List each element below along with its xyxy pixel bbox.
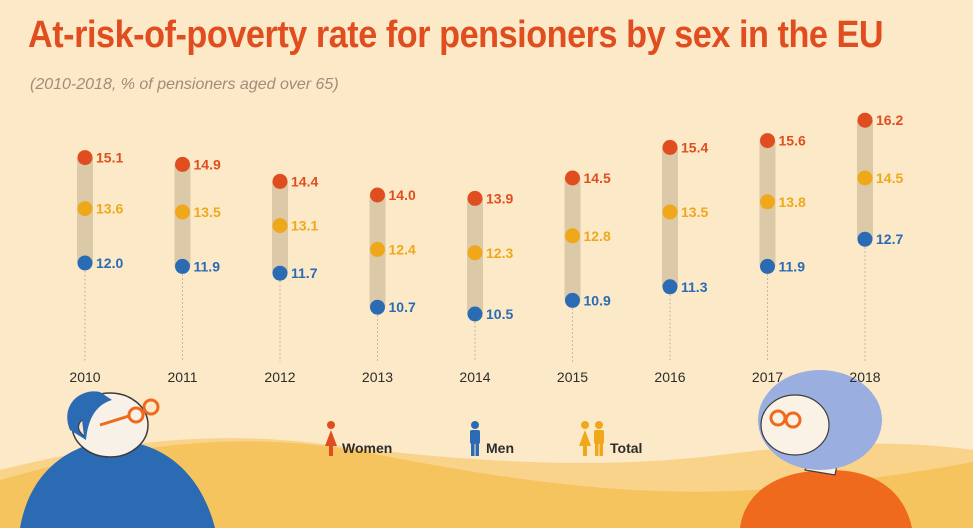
men-label-2014: 10.5 [486, 306, 513, 322]
man-shirt [20, 440, 215, 528]
men-label-2012: 11.7 [291, 265, 318, 281]
total-label-2011: 13.5 [194, 204, 221, 220]
year-label-2014: 2014 [459, 369, 490, 385]
year-label-2017: 2017 [752, 369, 783, 385]
legend-women: Women [324, 420, 392, 456]
women-label-2016: 15.4 [681, 139, 708, 155]
men-point-2018 [857, 231, 873, 247]
year-label-2012: 2012 [264, 369, 295, 385]
women-point-2011 [175, 156, 190, 172]
year-label-2011: 2011 [167, 369, 197, 385]
legend-men-label: Men [486, 440, 514, 456]
total-label-2013: 12.4 [389, 241, 416, 257]
chart-title: At-risk-of-poverty rate for pensioners b… [28, 14, 884, 56]
hills-front [0, 441, 973, 528]
men-point-2010 [77, 255, 93, 271]
chart-subtitle: (2010-2018, % of pensioners aged over 65… [30, 76, 339, 93]
total-point-2010 [77, 201, 93, 217]
women-label-2012: 14.4 [291, 173, 318, 189]
total-point-2013 [370, 241, 385, 257]
legend-total-label: Total [610, 440, 643, 456]
total-label-2014: 12.3 [486, 245, 513, 261]
men-label-2013: 10.7 [389, 299, 416, 315]
people-icon [579, 421, 604, 456]
year-label-2016: 2016 [654, 369, 685, 385]
total-label-2017: 13.8 [779, 194, 806, 210]
total-label-2018: 14.5 [876, 170, 903, 186]
women-point-2016 [662, 139, 678, 155]
men-point-2011 [175, 258, 190, 274]
man-glasses [99, 398, 160, 427]
men-label-2011: 11.9 [194, 258, 221, 274]
year-label-2010: 2010 [69, 369, 100, 385]
men-label-2017: 11.9 [779, 258, 806, 274]
men-point-2016 [662, 279, 678, 295]
chart-marks: 2010 15.1 13.6 12.0 2011 14.9 13.5 11.9 2012 14.4… [69, 112, 903, 385]
women-label-2013: 14.0 [389, 187, 416, 203]
women-label-2010: 15.1 [96, 150, 123, 166]
man-icon [470, 421, 480, 456]
man-illustration [20, 391, 215, 528]
men-point-2014 [467, 306, 483, 322]
men-point-2013 [370, 299, 385, 315]
total-point-2011 [175, 204, 190, 220]
men-point-2015 [565, 292, 580, 308]
legend-men: Men [468, 420, 514, 456]
men-label-2010: 12.0 [96, 255, 123, 271]
men-point-2012 [272, 265, 288, 281]
total-point-2015 [565, 228, 580, 244]
total-point-2018 [857, 170, 873, 186]
women-point-2014 [467, 190, 483, 206]
women-point-2013 [370, 187, 385, 203]
year-label-2018: 2018 [849, 369, 880, 385]
total-point-2012 [272, 218, 288, 234]
total-label-2010: 13.6 [96, 201, 123, 217]
men-point-2017 [760, 258, 775, 274]
total-point-2014 [467, 245, 483, 261]
man-ear [77, 419, 85, 437]
women-point-2010 [77, 150, 93, 166]
women-point-2012 [272, 173, 288, 189]
decoration [0, 370, 973, 528]
women-label-2011: 14.9 [194, 156, 221, 172]
women-label-2014: 13.9 [486, 190, 513, 206]
men-label-2016: 11.3 [681, 279, 708, 295]
legend-total: Total [578, 420, 642, 456]
woman-shirt [740, 470, 912, 528]
total-point-2017 [760, 194, 775, 210]
women-point-2015 [565, 170, 580, 186]
woman-illustration [740, 370, 912, 528]
men-label-2015: 10.9 [584, 292, 611, 308]
year-label-2013: 2013 [362, 369, 393, 385]
total-point-2016 [662, 204, 678, 220]
women-label-2015: 14.5 [584, 170, 611, 186]
woman-icon [325, 421, 337, 456]
woman-face [760, 394, 830, 456]
men-label-2018: 12.7 [876, 231, 903, 247]
women-label-2018: 16.2 [876, 112, 903, 128]
woman-glasses [769, 409, 802, 429]
year-label-2015: 2015 [557, 369, 588, 385]
legend-women-label: Women [342, 440, 393, 456]
women-point-2017 [760, 133, 775, 149]
total-label-2015: 12.8 [584, 228, 611, 244]
total-label-2012: 13.1 [291, 218, 318, 234]
women-label-2017: 15.6 [779, 133, 806, 149]
women-point-2018 [857, 112, 873, 128]
total-label-2016: 13.5 [681, 204, 708, 220]
